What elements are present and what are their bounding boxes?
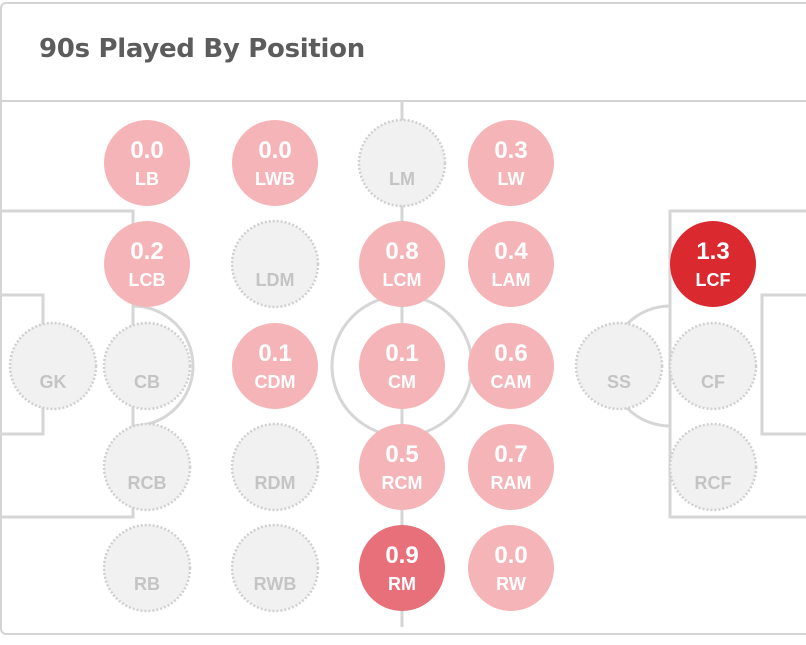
- position-cb: CB: [102, 321, 192, 411]
- position-value-rcm: 0.5: [385, 441, 418, 468]
- position-lcf: 1.3 LCF: [670, 221, 756, 307]
- position-circle-rcf: [668, 422, 758, 512]
- position-cf: CF: [668, 321, 758, 411]
- position-label-rb: RB: [134, 574, 160, 594]
- position-lcm: 0.8 LCM: [359, 221, 445, 307]
- position-lam: 0.4 LAM: [468, 221, 554, 307]
- position-rdm: RDM: [230, 422, 320, 512]
- position-value-lcb: 0.2: [130, 238, 163, 265]
- position-cam: 0.6 CAM: [468, 323, 554, 409]
- position-circle-cm: [359, 323, 445, 409]
- position-label-ss: SS: [607, 372, 631, 392]
- header-divider: [0, 100, 806, 102]
- position-rw: 0.0 RW: [468, 525, 554, 611]
- position-circle-gk: [8, 321, 98, 411]
- position-label-cam: CAM: [491, 372, 532, 392]
- position-label-rw: RW: [496, 574, 526, 594]
- position-label-rdm: RDM: [255, 473, 296, 493]
- position-circle-lw: [468, 120, 554, 206]
- position-circle-cdm: [232, 323, 318, 409]
- position-rb: RB: [102, 523, 192, 613]
- position-ram: 0.7 RAM: [468, 424, 554, 510]
- position-circle-lcm: [359, 221, 445, 307]
- position-ldm: LDM: [230, 219, 320, 309]
- position-circle-lcf: [670, 221, 756, 307]
- position-rcb: RCB: [102, 422, 192, 512]
- position-cm: 0.1 CM: [359, 323, 445, 409]
- position-value-lcm: 0.8: [385, 238, 418, 265]
- position-circle-lm: [357, 118, 447, 208]
- position-value-lwb: 0.0: [258, 137, 291, 164]
- position-label-lwb: LWB: [255, 169, 295, 189]
- position-circle-rdm: [230, 422, 320, 512]
- position-rm: 0.9 RM: [359, 525, 445, 611]
- position-label-cb: CB: [134, 372, 160, 392]
- position-value-rw: 0.0: [494, 542, 527, 569]
- position-circle-rcb: [102, 422, 192, 512]
- position-circle-ram: [468, 424, 554, 510]
- position-value-ram: 0.7: [494, 441, 527, 468]
- position-label-cdm: CDM: [255, 372, 296, 392]
- position-circle-rcm: [359, 424, 445, 510]
- position-label-lb: LB: [135, 169, 159, 189]
- position-value-lcf: 1.3: [696, 238, 729, 265]
- position-label-rcf: RCF: [695, 473, 732, 493]
- position-label-rwb: RWB: [254, 574, 297, 594]
- position-circle-rw: [468, 525, 554, 611]
- position-circle-cf: [668, 321, 758, 411]
- position-gk: GK: [8, 321, 98, 411]
- position-cdm: 0.1 CDM: [232, 323, 318, 409]
- position-circle-lam: [468, 221, 554, 307]
- position-circle-ss: [574, 321, 664, 411]
- chart-title: 90s Played By Position: [39, 34, 365, 64]
- position-label-cf: CF: [701, 372, 725, 392]
- position-value-lb: 0.0: [130, 137, 163, 164]
- position-value-cam: 0.6: [494, 340, 527, 367]
- left-penalty-arc: [132, 304, 195, 428]
- position-lw: 0.3 LW: [468, 120, 554, 206]
- position-ss: SS: [574, 321, 664, 411]
- position-value-rm: 0.9: [385, 542, 418, 569]
- position-label-ram: RAM: [491, 473, 532, 493]
- position-circle-rb: [102, 523, 192, 613]
- position-circle-rm: [359, 525, 445, 611]
- position-value-cdm: 0.1: [258, 340, 291, 367]
- position-label-lcm: LCM: [383, 270, 422, 290]
- position-lcb: 0.2 LCB: [104, 221, 190, 307]
- position-circle-lwb: [232, 120, 318, 206]
- position-value-cm: 0.1: [385, 340, 418, 367]
- position-label-gk: GK: [40, 372, 67, 392]
- position-rcm: 0.5 RCM: [359, 424, 445, 510]
- position-markers: 0.0 LB 0.0 LWB LM 0.3 LW 0.2 LCB LDM 0.8 LCM 0.4 LAM 1…: [8, 118, 758, 613]
- position-label-rcm: RCM: [382, 473, 423, 493]
- position-label-lm: LM: [389, 169, 415, 189]
- position-circle-cam: [468, 323, 554, 409]
- position-circle-rwb: [230, 523, 320, 613]
- position-label-ldm: LDM: [256, 270, 295, 290]
- position-lm: LM: [357, 118, 447, 208]
- position-label-lam: LAM: [492, 270, 531, 290]
- position-rwb: RWB: [230, 523, 320, 613]
- position-circle-ldm: [230, 219, 320, 309]
- position-circle-cb: [102, 321, 192, 411]
- position-lb: 0.0 LB: [104, 120, 190, 206]
- position-label-rcb: RCB: [128, 473, 167, 493]
- position-label-lcb: LCB: [129, 270, 166, 290]
- position-label-lw: LW: [498, 169, 525, 189]
- position-value-lw: 0.3: [494, 137, 527, 164]
- position-circle-lb: [104, 120, 190, 206]
- position-label-lcf: LCF: [696, 270, 731, 290]
- right-goal-area: [760, 293, 806, 436]
- position-lwb: 0.0 LWB: [232, 120, 318, 206]
- position-rcf: RCF: [668, 422, 758, 512]
- position-circle-lcb: [104, 221, 190, 307]
- position-label-rm: RM: [388, 574, 416, 594]
- position-value-lam: 0.4: [494, 238, 528, 265]
- position-label-cm: CM: [388, 372, 416, 392]
